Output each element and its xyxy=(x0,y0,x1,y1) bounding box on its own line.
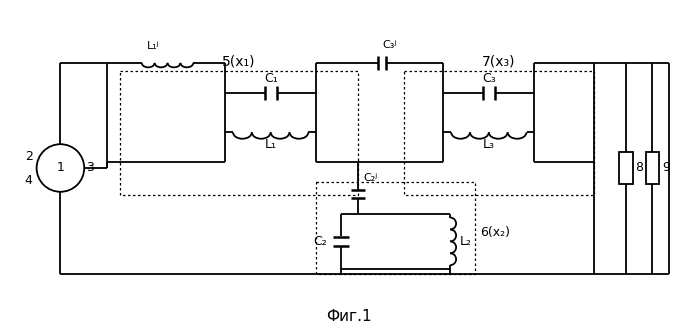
Text: C₂: C₂ xyxy=(313,235,327,248)
Text: L₃: L₃ xyxy=(483,138,495,151)
Bar xyxy=(645,152,659,184)
Text: C₃ʲ: C₃ʲ xyxy=(383,40,397,50)
Text: C₁: C₁ xyxy=(264,72,278,85)
Text: 8: 8 xyxy=(635,162,644,174)
Text: Фиг.1: Фиг.1 xyxy=(326,309,372,324)
Text: L₁: L₁ xyxy=(265,138,277,151)
Text: 3: 3 xyxy=(86,162,94,174)
Bar xyxy=(403,71,594,195)
Text: L₂: L₂ xyxy=(460,235,472,248)
Text: 4: 4 xyxy=(24,174,33,187)
Text: 7(x₃): 7(x₃) xyxy=(482,55,515,69)
Bar xyxy=(619,152,633,184)
Text: 5(x₁): 5(x₁) xyxy=(222,55,256,69)
Text: 2: 2 xyxy=(24,150,33,163)
Text: 1: 1 xyxy=(57,162,64,174)
Bar xyxy=(120,71,358,195)
Text: C₃: C₃ xyxy=(482,72,496,85)
Text: L₁ʲ: L₁ʲ xyxy=(147,41,159,51)
Bar xyxy=(316,182,475,274)
Text: 6(x₂): 6(x₂) xyxy=(480,226,510,239)
Text: 9: 9 xyxy=(663,162,670,174)
Text: C₂ʲ: C₂ʲ xyxy=(363,173,377,183)
